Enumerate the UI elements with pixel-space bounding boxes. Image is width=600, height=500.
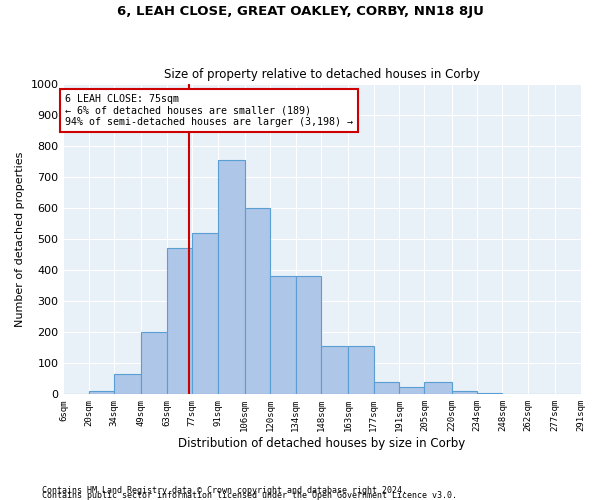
- Bar: [245, 208, 270, 394]
- Bar: [321, 346, 348, 395]
- Bar: [89, 391, 114, 394]
- Bar: [192, 232, 218, 394]
- Bar: [218, 160, 245, 394]
- Bar: [296, 276, 321, 394]
- Y-axis label: Number of detached properties: Number of detached properties: [15, 152, 25, 326]
- X-axis label: Distribution of detached houses by size in Corby: Distribution of detached houses by size …: [178, 437, 466, 450]
- Text: Contains HM Land Registry data © Crown copyright and database right 2024.: Contains HM Land Registry data © Crown c…: [42, 486, 407, 495]
- Bar: [142, 332, 167, 394]
- Text: 6, LEAH CLOSE, GREAT OAKLEY, CORBY, NN18 8JU: 6, LEAH CLOSE, GREAT OAKLEY, CORBY, NN18…: [116, 5, 484, 18]
- Text: 6 LEAH CLOSE: 75sqm
← 6% of detached houses are smaller (189)
94% of semi-detach: 6 LEAH CLOSE: 75sqm ← 6% of detached hou…: [65, 94, 353, 126]
- Bar: [424, 382, 452, 394]
- Bar: [374, 382, 399, 394]
- Bar: [270, 276, 296, 394]
- Bar: [477, 393, 502, 394]
- Bar: [167, 248, 192, 394]
- Title: Size of property relative to detached houses in Corby: Size of property relative to detached ho…: [164, 68, 480, 81]
- Bar: [452, 391, 477, 394]
- Bar: [348, 346, 374, 395]
- Text: Contains public sector information licensed under the Open Government Licence v3: Contains public sector information licen…: [42, 491, 457, 500]
- Bar: [114, 374, 142, 394]
- Bar: [399, 386, 424, 394]
